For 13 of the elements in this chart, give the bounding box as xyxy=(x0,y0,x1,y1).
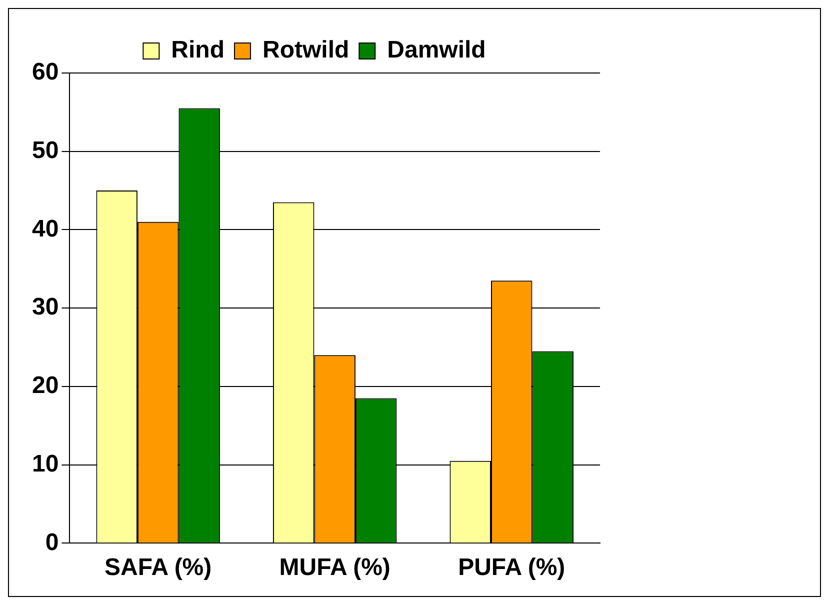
y-tick-label: 40 xyxy=(32,215,59,242)
legend-label: Rotwild xyxy=(262,36,350,64)
legend-label: Damwild xyxy=(387,36,486,64)
legend-label: Rind xyxy=(171,36,224,64)
x-tick-label: SAFA (%) xyxy=(104,554,212,582)
y-tick-label: 50 xyxy=(32,136,59,164)
y-tick-label: 0 xyxy=(45,528,59,556)
y-tick-label: 60 xyxy=(32,58,59,86)
y-tick-label: 10 xyxy=(32,450,59,478)
x-tick-label: PUFA (%) xyxy=(458,554,566,582)
x-tick-label: MUFA (%) xyxy=(279,554,390,582)
y-tick-label: 30 xyxy=(32,294,59,321)
y-tick-label: 20 xyxy=(32,372,59,400)
